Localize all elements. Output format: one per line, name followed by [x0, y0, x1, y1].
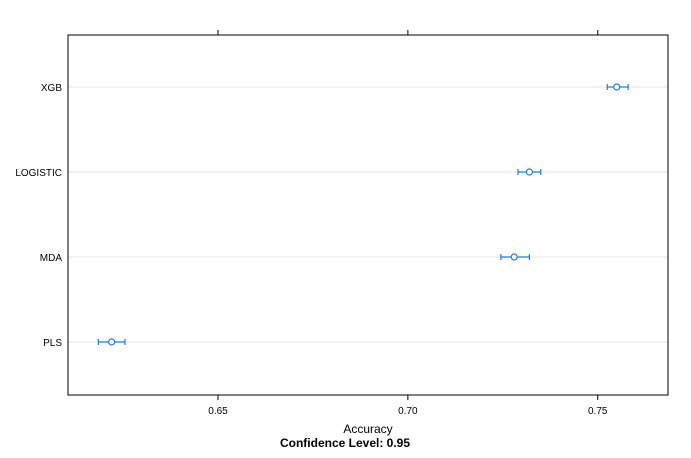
- x-tick-label-2: 0.75: [588, 406, 608, 417]
- plot-frame: [67, 34, 669, 396]
- point-pls: [108, 338, 116, 346]
- chart-subtitle: Confidence Level: 0.95: [280, 436, 410, 450]
- category-label-mda: MDA: [40, 253, 63, 264]
- x-axis-ticks: 0.65 0.70 0.75: [208, 30, 608, 417]
- x-axis-title: Accuracy: [343, 422, 392, 436]
- x-tick-label-1: 0.70: [398, 406, 418, 417]
- category-label-pls: PLS: [43, 338, 62, 349]
- gridlines: [68, 86, 668, 343]
- y-axis-category-labels: XGB LOGISTIC MDA PLS: [15, 83, 62, 349]
- point-xgb: [613, 83, 621, 91]
- series-marks: [97, 83, 629, 346]
- point-mda: [510, 253, 518, 261]
- category-label-xgb: XGB: [41, 83, 62, 94]
- x-tick-label-0: 0.65: [208, 406, 228, 417]
- category-label-logistic: LOGISTIC: [15, 168, 62, 179]
- point-logistic: [525, 168, 533, 176]
